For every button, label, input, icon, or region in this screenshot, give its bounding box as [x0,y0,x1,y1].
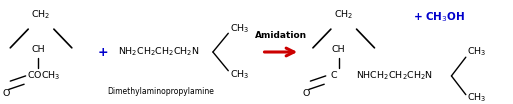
Text: CH$_2$: CH$_2$ [334,8,353,21]
Text: NHCH$_2$CH$_2$CH$_2$N: NHCH$_2$CH$_2$CH$_2$N [357,70,433,82]
Text: + CH$_3$OH: + CH$_3$OH [412,10,465,24]
Text: C: C [331,71,337,80]
Text: CH$_3$: CH$_3$ [230,69,250,81]
Text: CH$_3$: CH$_3$ [467,46,487,58]
Text: NH$_2$CH$_2$CH$_2$CH$_2$N: NH$_2$CH$_2$CH$_2$CH$_2$N [118,46,200,58]
Text: CH$_3$: CH$_3$ [467,92,487,104]
Text: COCH$_3$: COCH$_3$ [27,70,61,82]
Text: Dimethylaminopropylamine: Dimethylaminopropylamine [107,87,214,96]
Text: O: O [3,89,10,98]
Text: O: O [303,89,310,98]
Text: CH: CH [332,45,345,54]
Text: CH: CH [31,45,45,54]
Text: Amidation: Amidation [254,31,307,40]
Text: CH$_2$: CH$_2$ [31,8,51,21]
Text: +: + [97,46,108,58]
Text: CH$_3$: CH$_3$ [230,23,250,35]
